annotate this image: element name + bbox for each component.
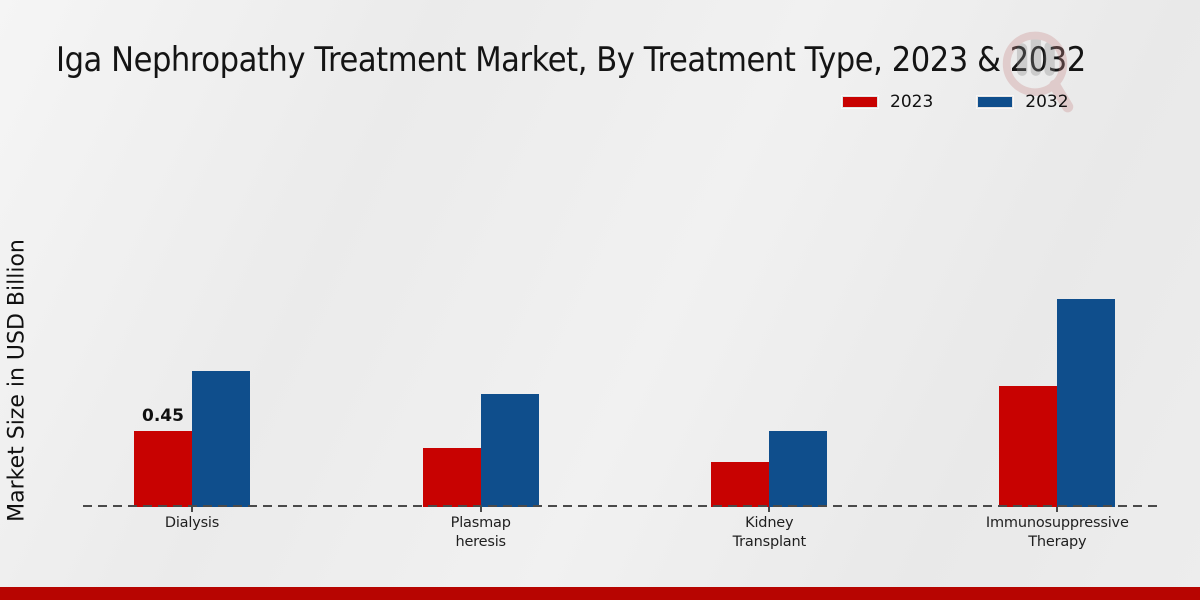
bar-2023-dialysis <box>134 431 192 507</box>
x-axis-tick-dialysis <box>191 507 193 512</box>
value-label-2023-dialysis: 0.45 <box>142 406 184 427</box>
bar-2023-immunosuppressive-therapy <box>999 386 1058 507</box>
bar-2023-kidney-transplant <box>711 461 770 507</box>
watermark-logo <box>992 26 1078 128</box>
x-axis-tick-kidney-transplant <box>768 507 771 512</box>
x-axis-tick-immunosuppressive-therapy <box>1056 507 1059 512</box>
legend-item-2023: 2023 <box>842 92 933 112</box>
bar-2032-dialysis <box>192 370 250 507</box>
x-axis-label-plasmapheresis: Plasmap heresis <box>450 515 511 550</box>
bar-2032-kidney-transplant <box>769 431 828 507</box>
x-axis-label-kidney-transplant: Kidney Transplant <box>732 515 807 550</box>
legend-swatch-2023 <box>842 96 878 108</box>
bar-2023-plasmapheresis <box>422 448 481 507</box>
x-axis-tick-plasmapheresis <box>479 507 482 512</box>
bottom-accent-bar <box>0 587 1200 600</box>
legend-item-2032: 2032 <box>977 92 1069 112</box>
legend-label-2023: 2023 <box>890 92 934 112</box>
x-axis-label-dialysis: Dialysis <box>164 515 220 531</box>
x-axis-label-immunosuppressive-therapy: Immunosuppressive Therapy <box>985 515 1129 550</box>
chart-title: Iga Nephropathy Treatment Market, By Tre… <box>56 40 1086 80</box>
x-axis-baseline <box>83 505 1163 507</box>
legend-label-2032: 2032 <box>1025 92 1069 112</box>
bar-2032-immunosuppressive-therapy <box>1057 298 1116 507</box>
magnifier-bar-chart-icon <box>1002 31 1074 113</box>
legend-swatch-2032 <box>977 96 1014 108</box>
bar-2032-plasmapheresis <box>480 394 539 507</box>
legend: 2023 2032 <box>842 92 1069 112</box>
